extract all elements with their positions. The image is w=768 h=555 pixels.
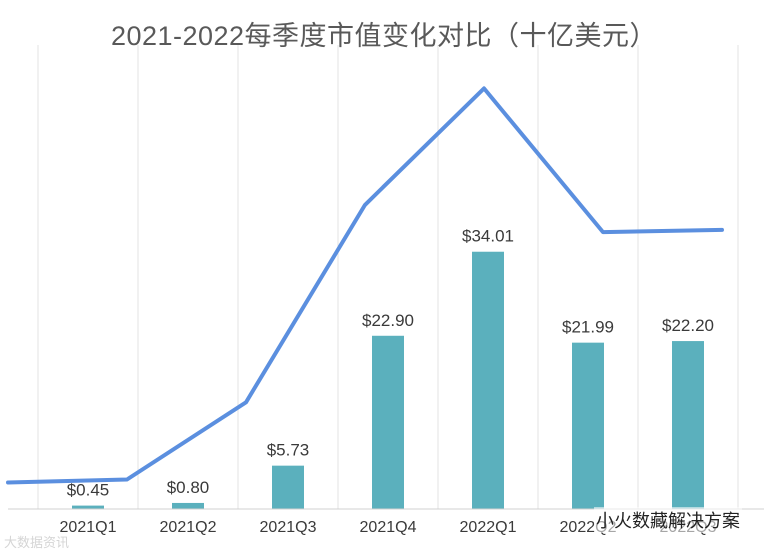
bar xyxy=(372,335,404,509)
watermark-left: 大数据资讯 xyxy=(4,535,70,550)
value-labels: $0.45 $0.80 $5.73 $22.90 $34.01 $21.99 $22.20 xyxy=(67,227,714,500)
trend-line-layer xyxy=(6,86,724,485)
bar-value-label: $0.80 xyxy=(167,478,210,497)
grid-lines xyxy=(37,45,739,509)
bar xyxy=(472,251,504,509)
x-tick-label: 2022Q1 xyxy=(460,519,517,536)
x-tick-label: 2021Q3 xyxy=(260,519,317,536)
bar-value-label: $22.20 xyxy=(662,316,714,335)
x-tick-label: 2021Q2 xyxy=(160,519,217,536)
bar-value-label: $21.99 xyxy=(562,318,614,337)
bar xyxy=(672,341,704,509)
bar-value-label: $22.90 xyxy=(362,311,414,330)
x-tick-label: 2021Q4 xyxy=(360,519,417,536)
bar-value-label: $34.01 xyxy=(462,227,514,246)
bar xyxy=(72,505,104,509)
chart-title: 2021-2022每季度市值变化对比（十亿美元） xyxy=(110,21,658,51)
bar-value-label: $0.45 xyxy=(67,481,110,500)
bar xyxy=(172,502,204,509)
trend-line xyxy=(6,86,724,485)
bar-value-label: $5.73 xyxy=(267,441,310,460)
bars xyxy=(72,251,704,509)
bar xyxy=(572,342,604,509)
bar xyxy=(272,465,304,509)
x-tick-label: 2021Q1 xyxy=(60,519,117,536)
watermark-right: 小火数藏解决方案 xyxy=(594,507,742,533)
